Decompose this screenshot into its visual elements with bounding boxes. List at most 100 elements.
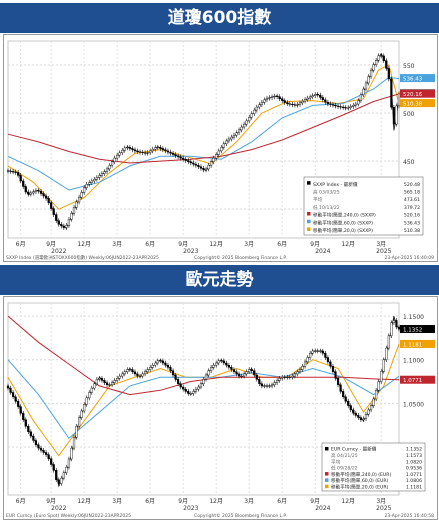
x-tick-label: 6月 <box>145 241 155 248</box>
candle-body <box>121 373 124 377</box>
candle-body <box>281 376 284 379</box>
candle-body <box>296 104 299 106</box>
candle-body <box>390 78 393 108</box>
candle-body <box>105 382 109 386</box>
candle-body <box>174 374 177 380</box>
candle-body <box>235 371 238 375</box>
candle-body <box>359 417 363 420</box>
candle-body <box>217 360 220 364</box>
candle-body <box>278 378 281 381</box>
candle-body <box>321 350 324 354</box>
candle-body <box>281 98 284 101</box>
legend-box <box>321 442 426 492</box>
candle-body <box>22 180 25 187</box>
candle-body <box>265 385 269 387</box>
candle-body <box>235 132 238 136</box>
candle-body <box>77 196 81 203</box>
legend-label: 移動平均(簡單,20,0) (SXXP) <box>313 227 373 234</box>
candle-body <box>253 370 256 376</box>
candle-body <box>182 386 185 390</box>
candle-body <box>83 187 86 193</box>
candle-body <box>50 458 53 465</box>
candle-body <box>197 165 200 167</box>
candles <box>6 53 401 230</box>
candle-body <box>375 390 378 400</box>
candle-body <box>382 55 385 61</box>
candle-body <box>298 102 302 105</box>
candle-body <box>123 147 126 151</box>
legend-swatch <box>325 478 329 482</box>
candle-body <box>156 360 159 364</box>
candle-body <box>118 375 121 379</box>
candle-body <box>42 450 45 453</box>
x-tick-label: 6月 <box>277 498 287 505</box>
candle-body <box>324 99 327 103</box>
legend-value: 0.9536 <box>406 466 422 472</box>
value-tag <box>400 89 435 98</box>
x-tick-label: 9月 <box>310 241 320 248</box>
candle-body <box>220 360 223 362</box>
candle-body <box>103 171 106 174</box>
candle-body <box>177 155 180 158</box>
legend-value: 1.0771 <box>406 472 422 478</box>
candle-body <box>336 378 340 386</box>
candle-body <box>184 159 187 161</box>
legend-label: 平均 <box>313 196 323 203</box>
chart-frame: 5505004504006月9月12月3月6月9月12月3月6月9月12月3月2… <box>3 34 438 262</box>
candle-body <box>283 376 286 378</box>
candle-body <box>17 400 20 407</box>
legend-swatch <box>325 446 329 451</box>
candle-body <box>385 347 388 360</box>
candle-body <box>336 105 340 107</box>
candle-body <box>204 374 208 380</box>
x-tick-label: 6月 <box>145 498 155 505</box>
candle-body <box>243 373 246 377</box>
candle-body <box>202 379 205 384</box>
chart-frame: 1.15001.10001.05001.00006月9月12月3月6月9月12月… <box>3 296 438 520</box>
candle-body <box>268 385 271 387</box>
x-tick-label: 6月 <box>277 241 287 248</box>
x-tick-label: 3月 <box>244 241 254 248</box>
value-tag <box>400 375 435 384</box>
candle-body <box>27 426 30 432</box>
candle-body <box>212 364 215 368</box>
candle-body <box>95 177 98 180</box>
candle-body <box>90 387 93 393</box>
candle-body <box>306 357 309 363</box>
candle-body <box>24 419 27 427</box>
candle-body <box>352 409 355 414</box>
candle-body <box>258 104 261 108</box>
candle-body <box>243 123 246 128</box>
x-tick-label: 12月 <box>341 498 355 505</box>
candle-body <box>237 129 241 133</box>
candle-body <box>387 335 390 349</box>
candle-body <box>32 191 35 194</box>
legend-value: 1.0806 <box>406 478 422 484</box>
candle-body <box>293 373 297 377</box>
year-label: 2024 <box>315 505 330 512</box>
candle-body <box>128 147 131 149</box>
candle-body <box>311 95 314 98</box>
candle-body <box>319 350 322 352</box>
candle-body <box>141 373 144 377</box>
candle-body <box>194 388 197 392</box>
candle-body <box>83 404 86 412</box>
candle-body <box>367 409 370 415</box>
candle-body <box>385 60 388 69</box>
candle-body <box>227 364 230 368</box>
candle-body <box>377 381 380 391</box>
candle-body <box>34 190 38 192</box>
candle-body <box>39 447 43 451</box>
candle-body <box>372 64 375 71</box>
candle-body <box>34 440 38 446</box>
footer-source: SXXP Index (道瓊歐洲STOXX600指數) Weekly:06JUN… <box>6 254 159 261</box>
x-tick-label: 3月 <box>376 241 386 248</box>
candle-body <box>215 154 218 159</box>
candle-body <box>161 148 164 150</box>
x-tick-label: 12月 <box>77 241 91 248</box>
candle-body <box>344 396 347 402</box>
candle-body <box>179 383 182 388</box>
candle-body <box>103 380 106 383</box>
candle-body <box>273 382 276 386</box>
legend-label: 移動平均(簡單,240,0) (EUR) <box>331 471 391 478</box>
